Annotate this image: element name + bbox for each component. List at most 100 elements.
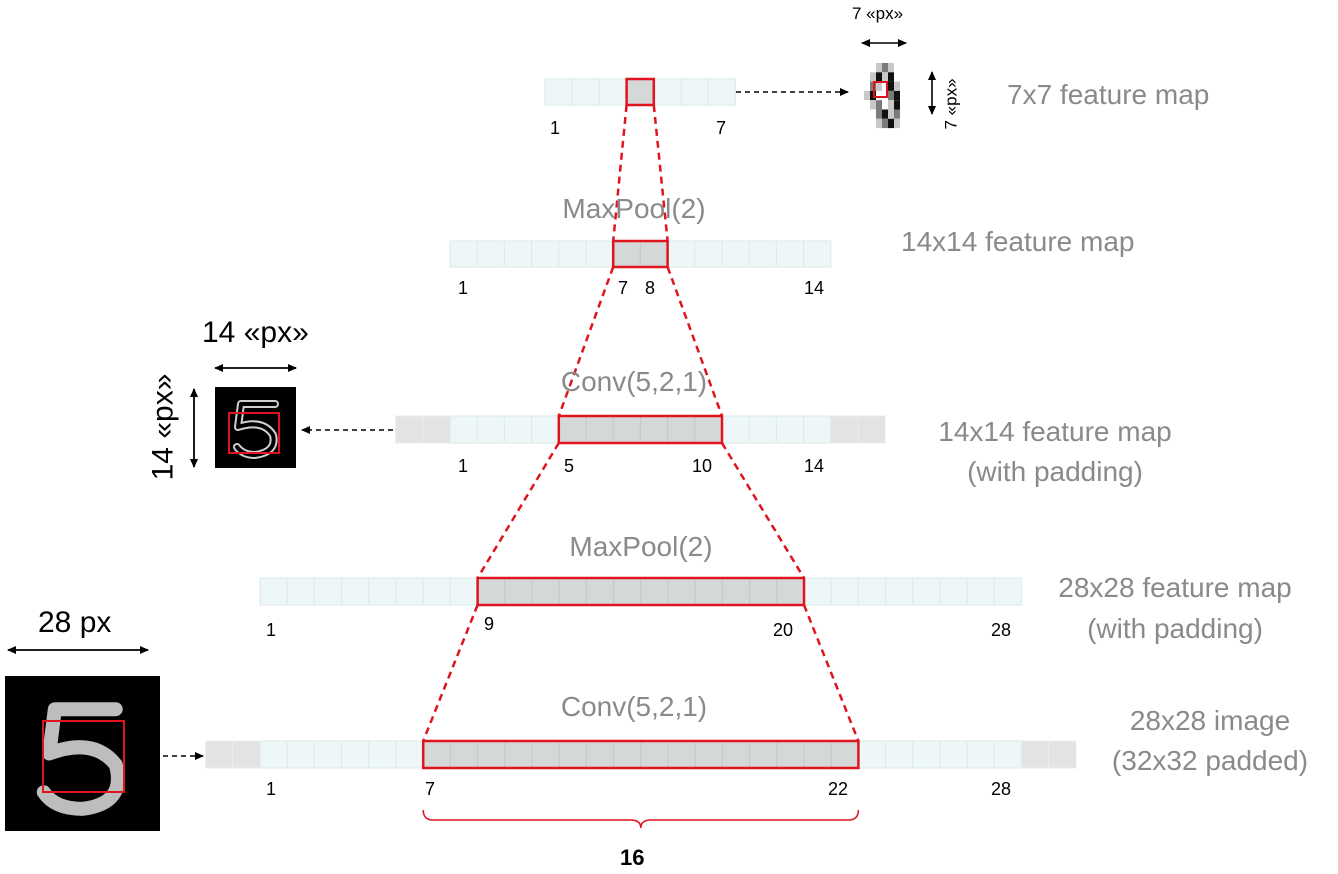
highlight-cell xyxy=(504,577,533,606)
tick-label: 1 xyxy=(550,118,561,138)
feature-cell xyxy=(503,240,533,268)
feature-cell xyxy=(748,240,777,268)
feature-cell xyxy=(966,740,995,769)
padding-cell xyxy=(1048,740,1077,769)
highlight-cell xyxy=(612,415,641,444)
feature-cell xyxy=(585,240,614,268)
feature-cell xyxy=(313,577,343,606)
receptive-field-box xyxy=(557,414,724,445)
dim-label-small-vertical: 7 «px» xyxy=(941,78,961,130)
receptive-field-edge xyxy=(476,442,560,579)
pixel xyxy=(870,72,876,82)
pixel xyxy=(882,90,888,101)
highlight-cell xyxy=(585,577,615,606)
feature-cell xyxy=(341,577,370,606)
pixel xyxy=(888,109,894,119)
pixel xyxy=(900,72,906,82)
pixel xyxy=(864,90,870,101)
highlight-cell xyxy=(694,577,723,606)
op-label-conv-top: Conv(5,2,1) xyxy=(560,366,708,397)
feature-cell xyxy=(707,78,736,106)
digit-five xyxy=(36,702,125,816)
highlight-cell xyxy=(803,740,832,769)
op-label-conv-bottom: Conv(5,2,1) xyxy=(560,691,708,722)
feature-cell xyxy=(531,415,560,444)
feature-cell xyxy=(598,78,628,106)
tick-label: 5 xyxy=(564,456,575,476)
layer-label-7x7: 7x7 feature map xyxy=(1007,79,1210,110)
feature-cell xyxy=(885,577,914,606)
pixel xyxy=(876,72,882,82)
padding-cell xyxy=(422,415,451,444)
feature-cell xyxy=(680,78,709,106)
tick-label: 14 xyxy=(804,456,825,476)
highlight-cell xyxy=(422,740,451,769)
pixel xyxy=(864,81,870,91)
receptive-field-box xyxy=(611,239,669,269)
feature-cell xyxy=(259,740,288,769)
highlight-cell xyxy=(531,740,560,769)
feature-cell xyxy=(939,740,968,769)
highlight-cell xyxy=(477,740,506,769)
dim-label-big: 28 px xyxy=(38,606,112,639)
receptive-field-box xyxy=(625,77,656,107)
highlight-cell xyxy=(776,577,805,606)
feature-cell xyxy=(803,415,832,444)
tick-label: 14 xyxy=(804,278,825,298)
tick-label: 28 xyxy=(991,620,1012,640)
feature-cell xyxy=(694,240,723,268)
input-receptive-box xyxy=(42,720,125,793)
tick-label: 9 xyxy=(484,614,495,634)
feature-cell xyxy=(667,240,696,268)
highlight-cell xyxy=(721,740,751,769)
pixel xyxy=(888,90,894,101)
receptive-field-edge xyxy=(611,104,628,242)
dim-label-small: 7 «px» xyxy=(852,4,904,23)
layer-label-14x14-padded-line2: (with padding) xyxy=(967,456,1143,487)
pixel xyxy=(894,72,900,82)
layer-label-14x14-padded-line1: 14x14 feature map xyxy=(938,416,1172,447)
feature-cell xyxy=(721,415,750,444)
pixel xyxy=(894,100,900,110)
pixel xyxy=(882,72,888,82)
highlight-cell xyxy=(667,577,696,606)
feature-cell xyxy=(259,577,288,606)
pixel xyxy=(900,100,906,110)
highlight-cell xyxy=(504,740,533,769)
pixel xyxy=(870,118,876,129)
feature-cell xyxy=(286,577,315,606)
layer-label-14x14: 14x14 feature map xyxy=(901,226,1135,257)
feature-cell xyxy=(830,577,859,606)
receptive-field-box xyxy=(421,739,860,770)
layer-label-image-line1: 28x28 image xyxy=(1129,705,1291,736)
input-image xyxy=(5,676,160,831)
highlight-cell xyxy=(558,740,587,769)
mid-receptive-box xyxy=(228,412,280,454)
highlight-cell xyxy=(667,740,696,769)
receptive-field-box xyxy=(476,576,806,607)
feature-cell xyxy=(966,577,995,606)
feature-cell xyxy=(313,740,343,769)
tick-label: 10 xyxy=(692,456,713,476)
tick-label: 7 xyxy=(618,278,629,298)
highlight-cell xyxy=(694,740,723,769)
highlight-cell xyxy=(585,740,615,769)
feature-cell xyxy=(449,240,478,268)
highlight-cell xyxy=(613,740,642,769)
feature-cell xyxy=(368,740,397,769)
pixel xyxy=(888,81,894,91)
padding-cell xyxy=(205,740,234,769)
pixel xyxy=(894,81,900,91)
highlight-cell xyxy=(612,240,641,268)
op-label-maxpool-bottom: MaxPool(2) xyxy=(569,531,713,562)
pixel xyxy=(870,109,876,119)
pixel xyxy=(864,63,870,73)
padding-cell xyxy=(1021,740,1050,769)
pixel xyxy=(882,109,888,119)
tick-label: 1 xyxy=(266,620,277,640)
highlight-cell xyxy=(640,577,669,606)
pixel xyxy=(882,63,888,73)
feature-cell xyxy=(912,577,941,606)
pixel xyxy=(894,109,900,119)
